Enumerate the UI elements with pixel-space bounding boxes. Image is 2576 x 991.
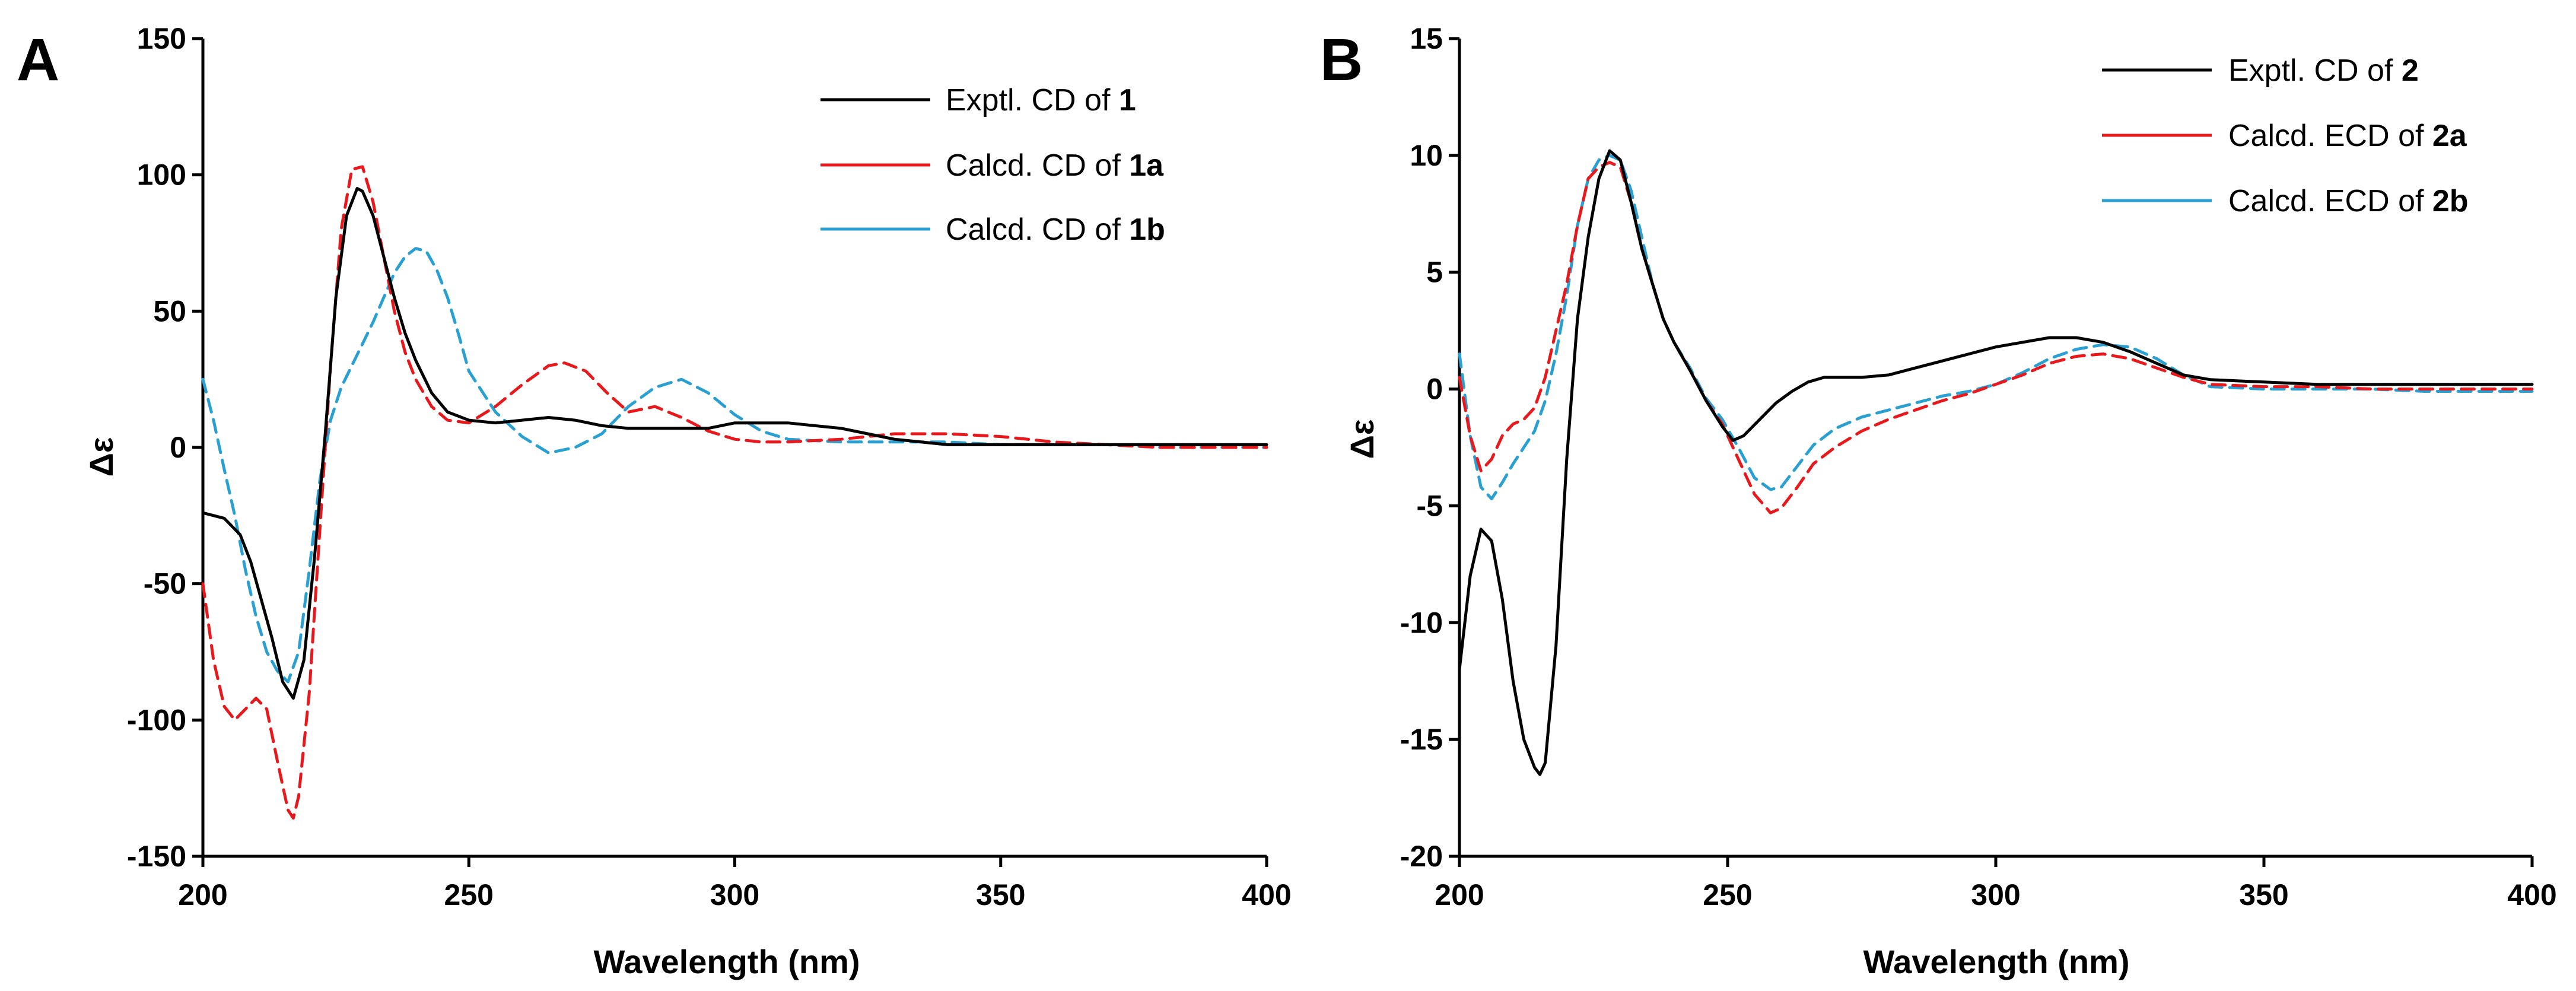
- x-tick-label: 200: [178, 878, 227, 911]
- panel-a: A -150 -100 -50 0 50 100 150 200 250 300 350 400 W…: [17, 22, 1292, 980]
- y-tick-label: -10: [1400, 606, 1443, 639]
- legend-label-calcd-2a: Calcd. ECD of 2a: [2228, 119, 2467, 153]
- panel-b-letter: B: [1320, 27, 1363, 93]
- x-tick-label: 350: [2239, 878, 2288, 911]
- legend-label-calcd-2b: Calcd. ECD of 2b: [2228, 184, 2469, 218]
- y-tick-label: 5: [1426, 256, 1443, 289]
- y-tick-label: 0: [1426, 373, 1443, 406]
- y-tick-label: -50: [144, 567, 186, 601]
- legend-label-exptl-2: Exptl. CD of 2: [2228, 53, 2419, 88]
- x-tick-label: 400: [2507, 878, 2556, 911]
- x-tick-label: 250: [444, 878, 494, 911]
- panel-b-y-ticks: -20 -15 -10 -5 0 5 10 15: [1400, 22, 1459, 873]
- x-tick-label: 200: [1435, 878, 1484, 911]
- x-tick-label: 400: [1242, 878, 1291, 911]
- y-tick-label: 150: [137, 22, 186, 55]
- x-tick-label: 300: [1971, 878, 2020, 911]
- panel-b-series: [1458, 149, 2534, 776]
- series-line-2a: [1458, 161, 2534, 514]
- series-line-1: [201, 187, 1268, 700]
- panel-a-legend: Exptl. CD of 1 Calcd. CD of 1a Calcd. CD…: [820, 83, 1165, 247]
- panel-a-x-axis-title: Wavelength (nm): [593, 943, 860, 980]
- legend-label-calcd-1a: Calcd. CD of 1a: [946, 148, 1164, 183]
- x-tick-label: 250: [1703, 878, 1752, 911]
- y-tick-label: -150: [127, 840, 186, 873]
- panel-a-y-axis-title: Δε: [82, 437, 120, 477]
- y-tick-label: 10: [1410, 139, 1443, 172]
- x-tick-label: 300: [710, 878, 759, 911]
- y-tick-label: -100: [127, 703, 186, 736]
- panel-b-x-axis-title: Wavelength (nm): [1863, 943, 2129, 980]
- panel-b-legend: Exptl. CD of 2 Calcd. ECD of 2a Calcd. E…: [2102, 53, 2469, 218]
- y-tick-label: 100: [137, 158, 186, 192]
- panel-a-y-ticks: -150 -100 -50 0 50 100 150: [127, 22, 203, 873]
- panel-a-letter: A: [17, 27, 59, 93]
- y-tick-label: 50: [153, 294, 186, 328]
- panel-b-x-ticks: 200 250 300 350 400: [1435, 856, 2557, 911]
- series-line-2: [1458, 149, 2534, 776]
- panel-b-y-axis-title: Δε: [1343, 420, 1381, 459]
- panel-b: B -20 -15 -10 -5 0 5 10 15 200 250 300 350 400 Wave…: [1320, 22, 2557, 980]
- panel-a-x-ticks: 200 250 300 350 400: [178, 856, 1292, 911]
- y-tick-label: -15: [1400, 723, 1443, 756]
- legend-label-calcd-1b: Calcd. CD of 1b: [946, 212, 1165, 247]
- x-tick-label: 350: [976, 878, 1025, 911]
- series-line-1a: [201, 165, 1268, 820]
- legend-label-exptl-1: Exptl. CD of 1: [946, 83, 1136, 117]
- y-tick-label: 15: [1410, 22, 1443, 55]
- series-line-2b: [1458, 154, 2534, 501]
- y-tick-label: 0: [170, 431, 186, 464]
- y-tick-label: -5: [1417, 489, 1443, 522]
- panel-a-series: [201, 165, 1268, 820]
- y-tick-label: -20: [1400, 840, 1443, 873]
- series-line-1b: [201, 247, 1268, 684]
